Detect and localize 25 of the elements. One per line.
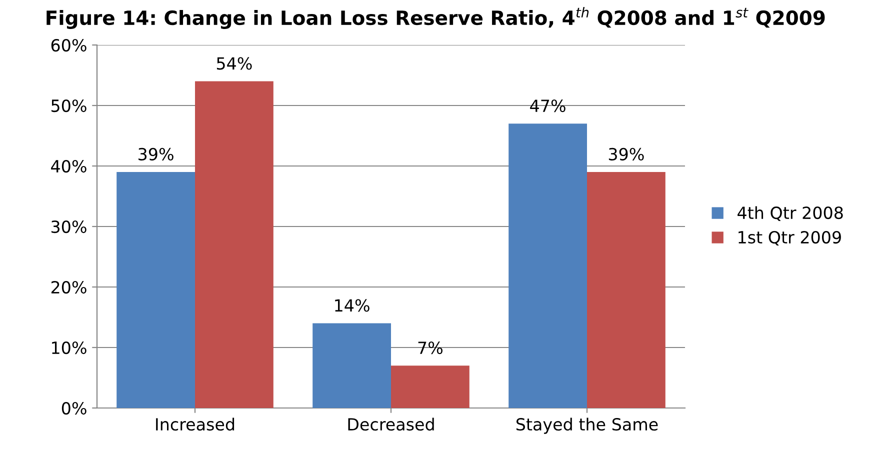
data-label: 14% xyxy=(335,299,370,312)
x-tick-label: Decreased xyxy=(348,418,434,431)
y-tick-label: 0% xyxy=(62,402,86,415)
data-label: 54% xyxy=(216,57,252,70)
bar xyxy=(195,81,274,408)
legend-label: 4th Qtr 2008 xyxy=(738,206,843,222)
y-tick-label: 10% xyxy=(52,341,86,354)
x-tick-label: Increased xyxy=(156,418,234,431)
bar xyxy=(391,366,470,408)
y-tick-label: 20% xyxy=(51,280,86,294)
data-label: 39% xyxy=(608,148,644,160)
y-tick-label: 30% xyxy=(52,220,86,234)
bar xyxy=(116,172,195,408)
y-tick-label: 50% xyxy=(52,99,86,112)
data-label: 7% xyxy=(418,341,442,354)
x-tick-label: Stayed the Same xyxy=(516,418,658,434)
bar xyxy=(587,172,666,408)
bar xyxy=(312,323,391,408)
chart-title: Figure 14: Change in Loan Loss Reserve Ratio, 4$^{th}$ Q2008 and 1$^{st}$ Q2009 xyxy=(46,7,825,30)
data-label: 39% xyxy=(138,148,174,160)
y-tick-label: 60% xyxy=(51,38,86,52)
y-tick-label: 40% xyxy=(51,160,86,173)
data-label: 47% xyxy=(530,99,566,112)
legend-label: 1st Qtr 2009 xyxy=(738,230,841,246)
bar xyxy=(508,124,587,408)
